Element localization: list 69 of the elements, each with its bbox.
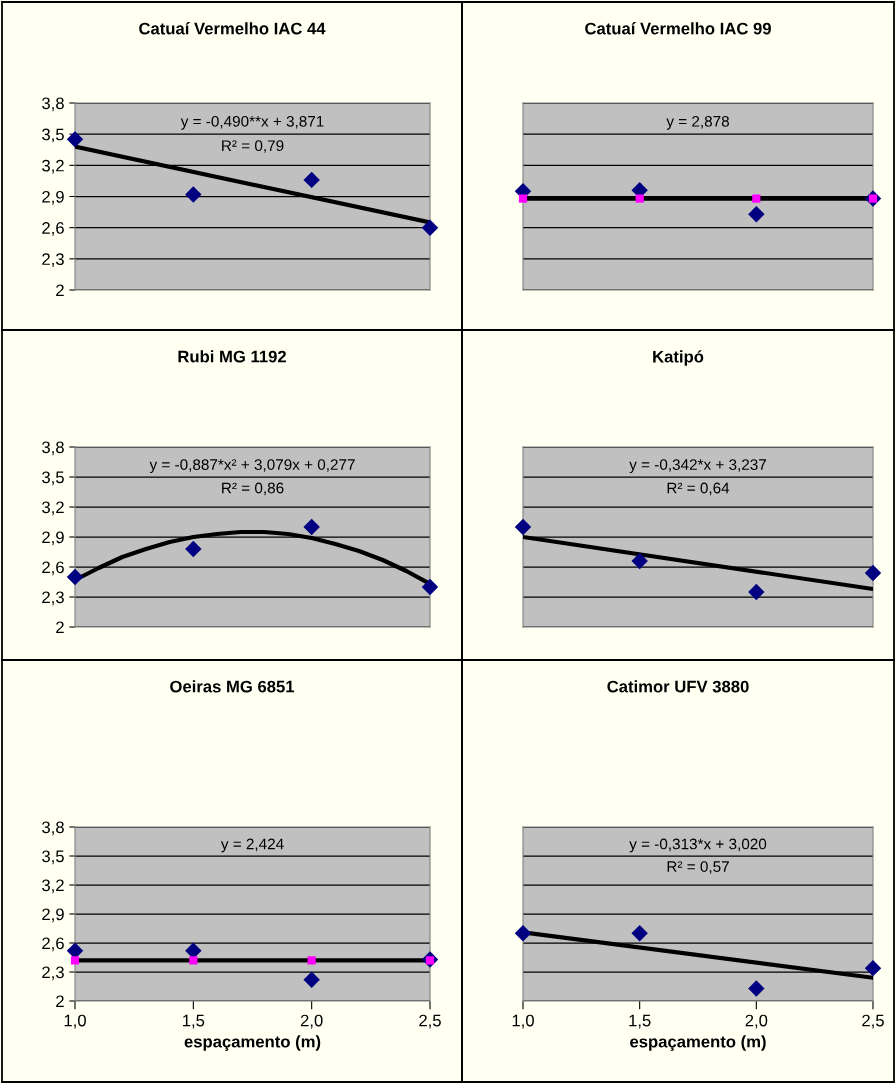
y-tick-label: 3,8 bbox=[42, 821, 64, 836]
y-tick-label: 2,6 bbox=[42, 937, 64, 952]
x-tick-label: 1,5 bbox=[629, 1014, 651, 1029]
y-tick-label: 2,9 bbox=[42, 531, 64, 546]
y-tick-label: 3,2 bbox=[42, 159, 64, 174]
point bbox=[303, 971, 320, 988]
annotation: y = -0,887*x² + 3,079x + 0,277 bbox=[149, 459, 355, 474]
point bbox=[307, 956, 316, 965]
y-tick-label: 2,9 bbox=[42, 190, 64, 205]
y-tick-label: 2,3 bbox=[42, 966, 64, 981]
point bbox=[748, 583, 765, 601]
y-tick-label: 2 bbox=[56, 284, 64, 297]
y-tick-label: 2,9 bbox=[42, 908, 64, 923]
y-tick-label: 3,8 bbox=[42, 97, 64, 112]
point bbox=[631, 552, 648, 570]
annotation: y = -0,342*x + 3,237 bbox=[629, 459, 767, 474]
point bbox=[421, 219, 439, 236]
annotation: y = 2,878 bbox=[666, 115, 729, 130]
y-tick-label: 2,6 bbox=[42, 222, 64, 236]
point bbox=[303, 518, 320, 536]
point bbox=[189, 956, 198, 965]
annotation: R² = 0,79 bbox=[222, 140, 284, 153]
point bbox=[864, 564, 882, 582]
point bbox=[70, 956, 80, 965]
x-tick-label: 2,0 bbox=[745, 1014, 768, 1029]
chart-title: Catuaí Vermelho IAC 44 bbox=[139, 22, 326, 35]
point bbox=[421, 578, 439, 596]
point bbox=[66, 568, 84, 586]
x-tick-label: 1,5 bbox=[183, 1014, 205, 1029]
annotation: R² = 0,57 bbox=[667, 861, 729, 874]
point bbox=[518, 194, 528, 203]
chart-title: Catuaí Vermelho IAC 99 bbox=[585, 22, 771, 35]
x-axis-title: espaçamento (m) bbox=[630, 1035, 766, 1051]
point bbox=[185, 186, 202, 203]
annotation: y = -0,490**x + 3,871 bbox=[180, 115, 324, 130]
point bbox=[752, 194, 761, 203]
x-tick-label: 1,0 bbox=[64, 1014, 86, 1029]
chart-title: Oeiras MG 6851 bbox=[170, 680, 295, 693]
annotation: y = 2,424 bbox=[220, 838, 284, 853]
chart-title: Katipó bbox=[653, 350, 704, 366]
point bbox=[748, 205, 765, 223]
y-tick-label: 2 bbox=[56, 621, 64, 634]
y-tick-label: 2,3 bbox=[42, 253, 64, 268]
point bbox=[303, 171, 320, 189]
annotation: R² = 0,86 bbox=[222, 482, 284, 496]
x-tick-label: 2,5 bbox=[419, 1014, 441, 1029]
point bbox=[66, 942, 84, 959]
y-tick-label: 3,2 bbox=[42, 879, 64, 894]
x-tick-label: 1,0 bbox=[512, 1014, 534, 1029]
y-tick-label: 2,3 bbox=[42, 591, 64, 606]
x-tick-label: 2,0 bbox=[300, 1014, 323, 1029]
annotation: R² = 0,64 bbox=[667, 482, 730, 496]
y-tick-label: 3,8 bbox=[42, 441, 64, 456]
x-axis-title: espaçamento (m) bbox=[184, 1035, 321, 1051]
x-tick-label: 2,5 bbox=[862, 1014, 884, 1029]
chart-title: Catimor UFV 3880 bbox=[607, 680, 749, 693]
y-tick-label: 2,6 bbox=[42, 561, 64, 576]
point bbox=[66, 131, 84, 148]
point bbox=[514, 518, 532, 536]
y-tick-label: 2 bbox=[56, 995, 64, 1008]
y-tick-label: 3,5 bbox=[42, 850, 64, 865]
y-tick-label: 3,2 bbox=[42, 501, 64, 516]
point bbox=[185, 540, 202, 558]
y-tick-label: 3,5 bbox=[42, 128, 64, 143]
chart-title: Rubi MG 1192 bbox=[178, 350, 286, 363]
y-tick-label: 3,5 bbox=[42, 471, 64, 486]
point bbox=[635, 194, 644, 203]
annotation: y = -0,313*x + 3,020 bbox=[629, 838, 767, 853]
point bbox=[185, 942, 202, 959]
